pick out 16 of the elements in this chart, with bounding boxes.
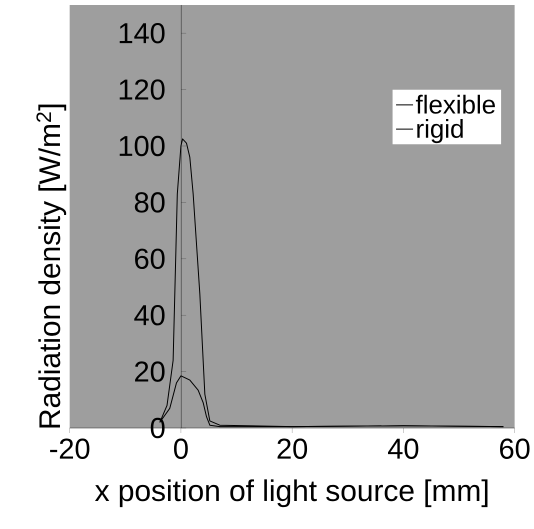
x-tick-label: 20 bbox=[278, 438, 308, 460]
x-axis-title: x position of light source [mm] bbox=[94, 480, 488, 508]
legend-label: rigid bbox=[417, 119, 463, 144]
y-tick-label: 120 bbox=[120, 80, 165, 100]
y-tick-label: 100 bbox=[120, 136, 165, 156]
y-axis-title: Radiation density [W/m$^{2}$] bbox=[36, 104, 66, 428]
x-tick-label: 60 bbox=[500, 438, 530, 460]
y-tick-label: 60 bbox=[135, 248, 165, 270]
y-tick-label: 80 bbox=[134, 192, 165, 213]
x-tick-label: 0 bbox=[174, 438, 188, 460]
x-tick-label: 40 bbox=[388, 438, 418, 460]
y-tick-label: 20 bbox=[135, 362, 165, 382]
legend-label: flexible bbox=[416, 94, 495, 114]
y-tick-label: 140 bbox=[120, 23, 165, 44]
y-tick-label: 40 bbox=[134, 305, 165, 326]
x-tick-label: -20 bbox=[50, 438, 90, 460]
